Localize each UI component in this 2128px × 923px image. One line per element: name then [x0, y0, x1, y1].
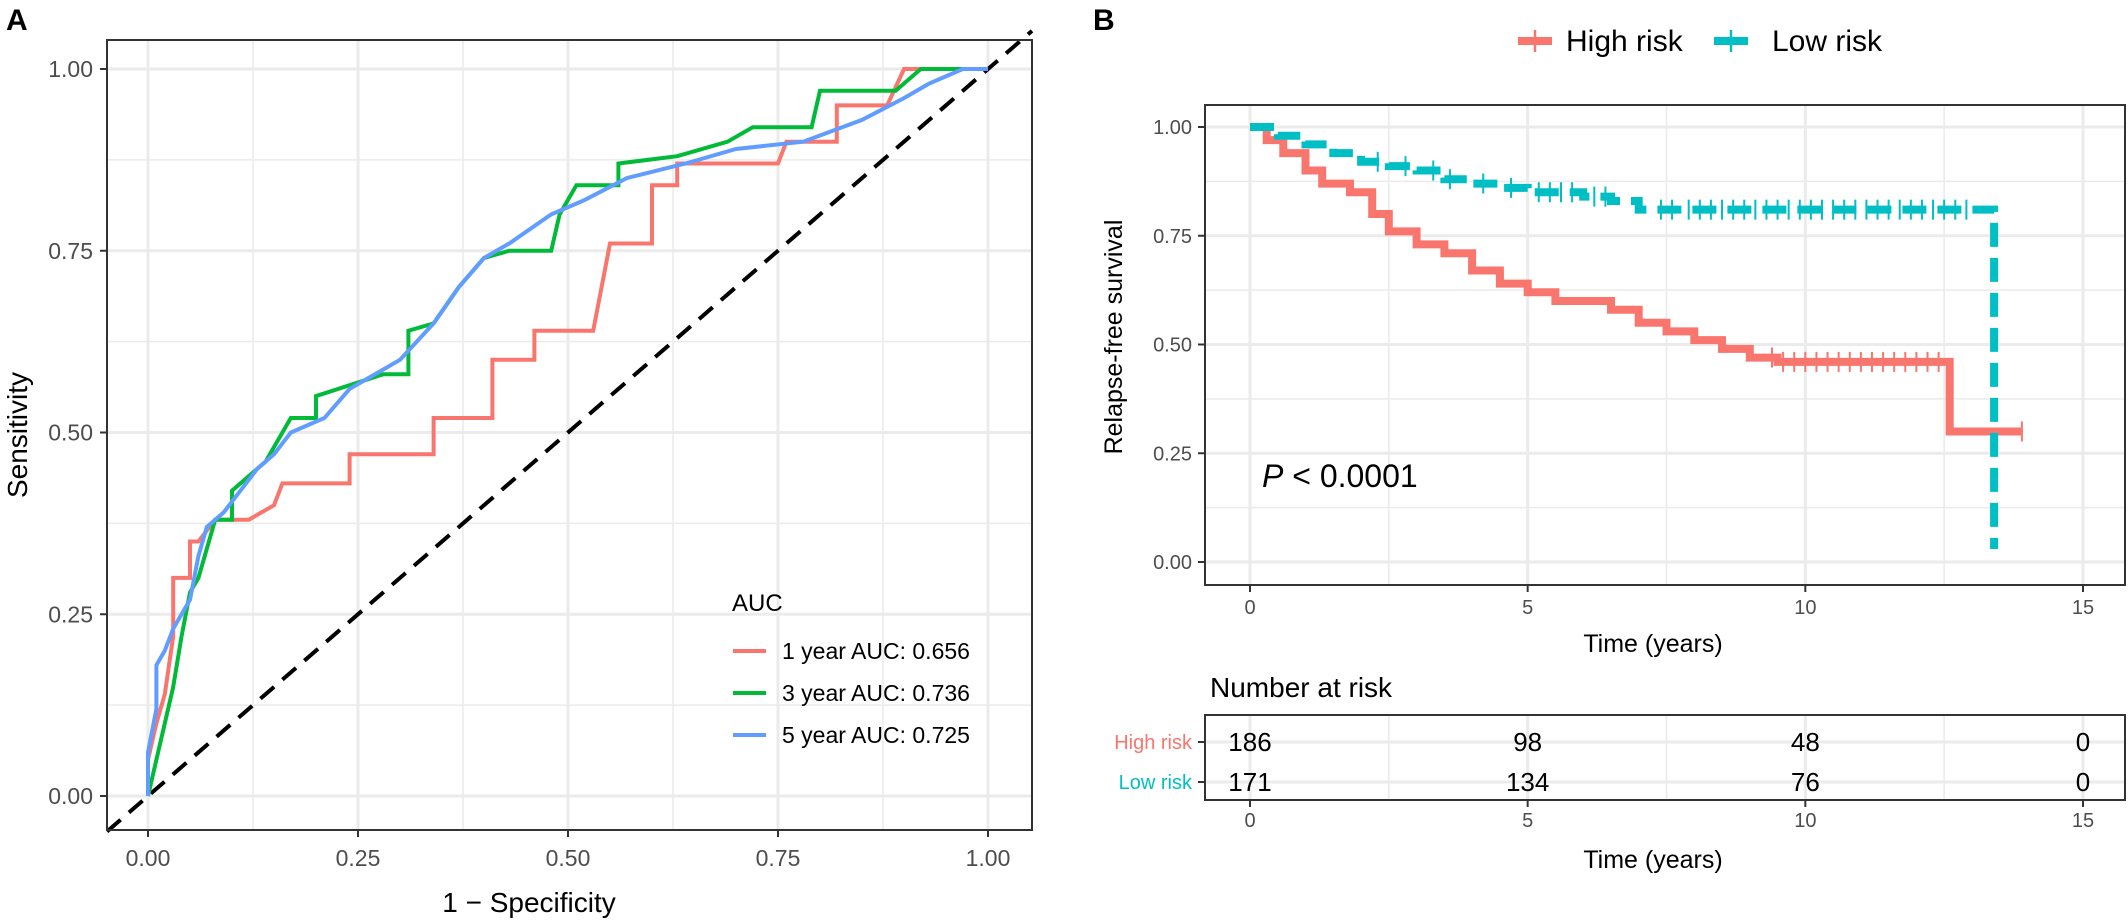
km-legend-label-2: Low risk: [1772, 25, 1883, 58]
risk-cells: 186 98 48 0 171 134 76 0: [1228, 727, 2090, 797]
panel-b-label: B: [1093, 4, 1115, 37]
roc-legend: AUC 1 year AUC: 0.656 3 year AUC: 0.736 5 …: [732, 590, 970, 748]
km-x-axis-title: Time (years): [1583, 630, 1722, 658]
km-legend: High risk Low risk: [1518, 25, 1883, 58]
roc-curve-3: [146, 67, 988, 796]
km-y-tick-label: 0.25: [1153, 443, 1192, 465]
km-grid: [1205, 105, 2125, 585]
risk-x-tick-label: 15: [2072, 810, 2094, 832]
km-y-tick-label: 0.50: [1153, 335, 1192, 357]
roc-x-tick-label: 0.50: [546, 845, 591, 871]
km-curve-high-risk: [1250, 123, 2022, 436]
roc-curves: [105, 29, 1034, 833]
roc-y-tick-label: 0.00: [48, 783, 93, 809]
risk-x-tick-label: 5: [1522, 810, 1533, 832]
roc-y-tick-label: 0.50: [48, 420, 93, 446]
risk-x-tick-label: 10: [1794, 810, 1816, 832]
roc-x-axis-title: 1 − Specificity: [442, 887, 616, 918]
roc-legend-label-3: 5 year AUC: 0.725: [782, 722, 970, 748]
risk-x-axis-title: Time (years): [1583, 846, 1722, 874]
risk-cell: 134: [1506, 767, 1549, 797]
roc-x-tick-label: 0.25: [336, 845, 381, 871]
km-x-tick-label: 0: [1244, 597, 1255, 619]
risk-grid: [1205, 715, 2125, 800]
km-y-axis-title: Relapse-free survival: [1100, 220, 1128, 455]
risk-table-title: Number at risk: [1210, 672, 1393, 703]
roc-legend-label-2: 3 year AUC: 0.736: [782, 680, 970, 706]
risk-cell: 0: [2076, 767, 2090, 797]
panel-a-label: A: [6, 4, 28, 37]
km-curve-low-risk: [1250, 123, 1999, 549]
p-value-text: < 0.0001: [1283, 458, 1417, 494]
km-y-tick-label: 0.00: [1153, 552, 1192, 574]
roc-x-tick-label: 0.75: [756, 845, 801, 871]
roc-grid: [107, 40, 1032, 830]
risk-cell: 0: [2076, 727, 2090, 757]
roc-y-tick-label: 0.75: [48, 238, 93, 264]
risk-row-label: Low risk: [1119, 772, 1193, 794]
risk-x-axis: 0 5 10 15: [1244, 800, 2094, 832]
p-value-annotation: P < 0.0001: [1262, 458, 1418, 494]
roc-y-tick-label: 0.25: [48, 601, 93, 627]
km-legend-label-1: High risk: [1566, 25, 1684, 58]
risk-cell: 171: [1228, 767, 1271, 797]
km-x-tick-label: 5: [1522, 597, 1533, 619]
risk-row-labels: High risk Low risk: [1114, 732, 1205, 794]
km-panel: High risk Low risk 0 5 10 15 0.00 0.25 0.50 0.7…: [1100, 25, 2126, 658]
km-x-tick-label: 10: [1794, 597, 1816, 619]
roc-panel-border: [106, 39, 1033, 831]
risk-cell: 98: [1513, 727, 1542, 757]
risk-table: Number at risk 186 98 48 0 171 134 76 0 High ri…: [1114, 672, 2126, 874]
roc-reference-line: [105, 29, 1034, 833]
km-x-axis: 0 5 10 15: [1244, 585, 2094, 619]
roc-legend-label-1: 1 year AUC: 0.656: [782, 638, 970, 664]
km-y-tick-label: 0.75: [1153, 226, 1192, 248]
risk-row-label: High risk: [1114, 732, 1193, 754]
roc-x-tick-label: 1.00: [966, 845, 1011, 871]
roc-panel: 0.00 0.25 0.50 0.75 1.00 0.00 0.25 0.50 0.75 1.0…: [2, 29, 1034, 918]
roc-legend-title: AUC: [732, 590, 783, 617]
p-value-symbol: P: [1262, 458, 1284, 494]
risk-x-tick-label: 0: [1244, 810, 1255, 832]
roc-x-tick-label: 0.00: [126, 845, 171, 871]
risk-cell: 76: [1791, 767, 1820, 797]
risk-cell: 48: [1791, 727, 1820, 757]
roc-y-axis-title: Sensitivity: [2, 372, 33, 498]
km-y-axis: 0.00 0.25 0.50 0.75 1.00: [1153, 117, 1205, 574]
roc-y-tick-label: 1.00: [48, 56, 93, 82]
roc-y-axis: 0.00 0.25 0.50 0.75 1.00: [48, 56, 107, 809]
km-y-tick-label: 1.00: [1153, 117, 1192, 139]
roc-x-axis: 0.00 0.25 0.50 0.75 1.00: [126, 830, 1011, 871]
risk-cell: 186: [1228, 727, 1271, 757]
roc-curve-1: [146, 67, 988, 796]
risk-table-border: [1204, 714, 2126, 801]
roc-curve-2: [146, 67, 988, 797]
risk-table-area: [1205, 715, 2125, 800]
km-curves: [1250, 123, 2023, 549]
km-x-tick-label: 15: [2072, 597, 2094, 619]
